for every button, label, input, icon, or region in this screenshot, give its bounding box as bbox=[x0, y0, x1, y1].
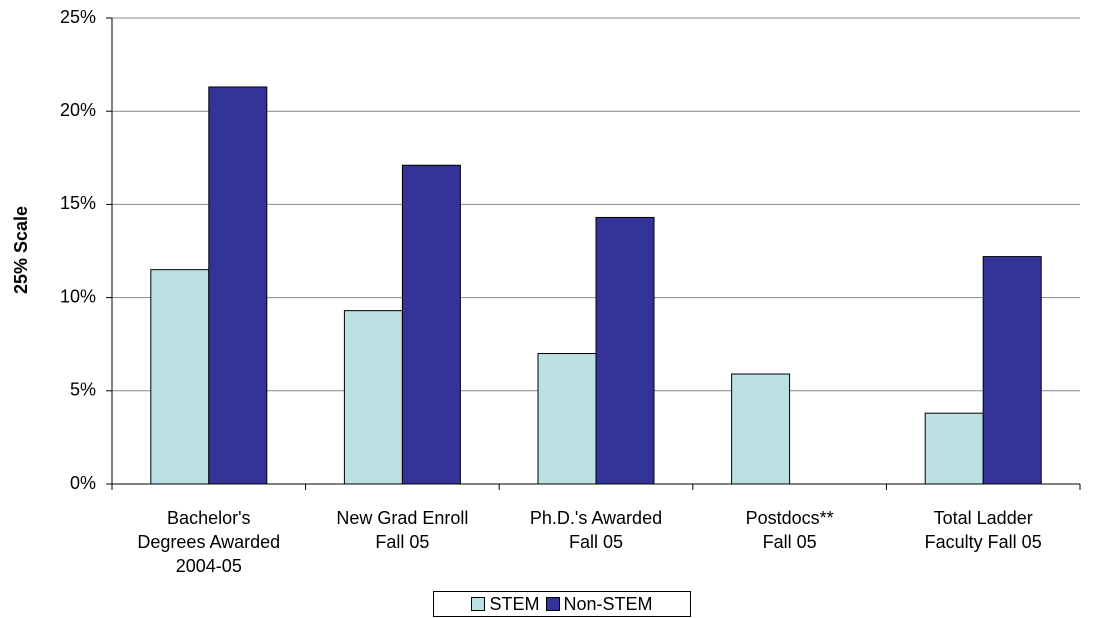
legend-item: Non-STEM bbox=[545, 593, 653, 615]
bar bbox=[595, 216, 655, 485]
legend-item: STEM bbox=[471, 593, 540, 615]
x-tick-label: New Grad Enroll Fall 05 bbox=[336, 508, 469, 552]
y-axis-label: 25% Scale bbox=[11, 206, 31, 294]
legend-label: STEM bbox=[489, 593, 540, 614]
legend: STEM Non-STEM bbox=[433, 591, 691, 617]
y-tick-label: 20% bbox=[60, 100, 96, 120]
x-tick-label: Ph.D.'s Awarded Fall 05 bbox=[529, 508, 663, 552]
bar bbox=[731, 373, 791, 485]
legend-swatch bbox=[545, 597, 560, 611]
y-tick-label: 5% bbox=[70, 380, 96, 400]
x-tick-label: Postdocs** Fall 05 bbox=[745, 508, 834, 552]
legend-swatch bbox=[471, 597, 486, 611]
bar bbox=[537, 353, 597, 485]
y-tick-label: 0% bbox=[70, 473, 96, 493]
bar bbox=[208, 86, 268, 485]
y-tick-label: 25% bbox=[60, 7, 96, 27]
y-tick-label: 15% bbox=[60, 193, 96, 213]
bar bbox=[343, 310, 403, 485]
bar bbox=[150, 269, 210, 485]
bar bbox=[401, 164, 461, 485]
bar bbox=[924, 412, 984, 485]
bar bbox=[982, 256, 1042, 485]
legend-label: Non-STEM bbox=[563, 593, 653, 614]
y-tick-label: 10% bbox=[60, 286, 96, 306]
x-tick-label: Total Ladder Faculty Fall 05 bbox=[924, 508, 1042, 552]
x-tick-label: Bachelor's Degrees Awarded 2004-05 bbox=[137, 508, 281, 576]
